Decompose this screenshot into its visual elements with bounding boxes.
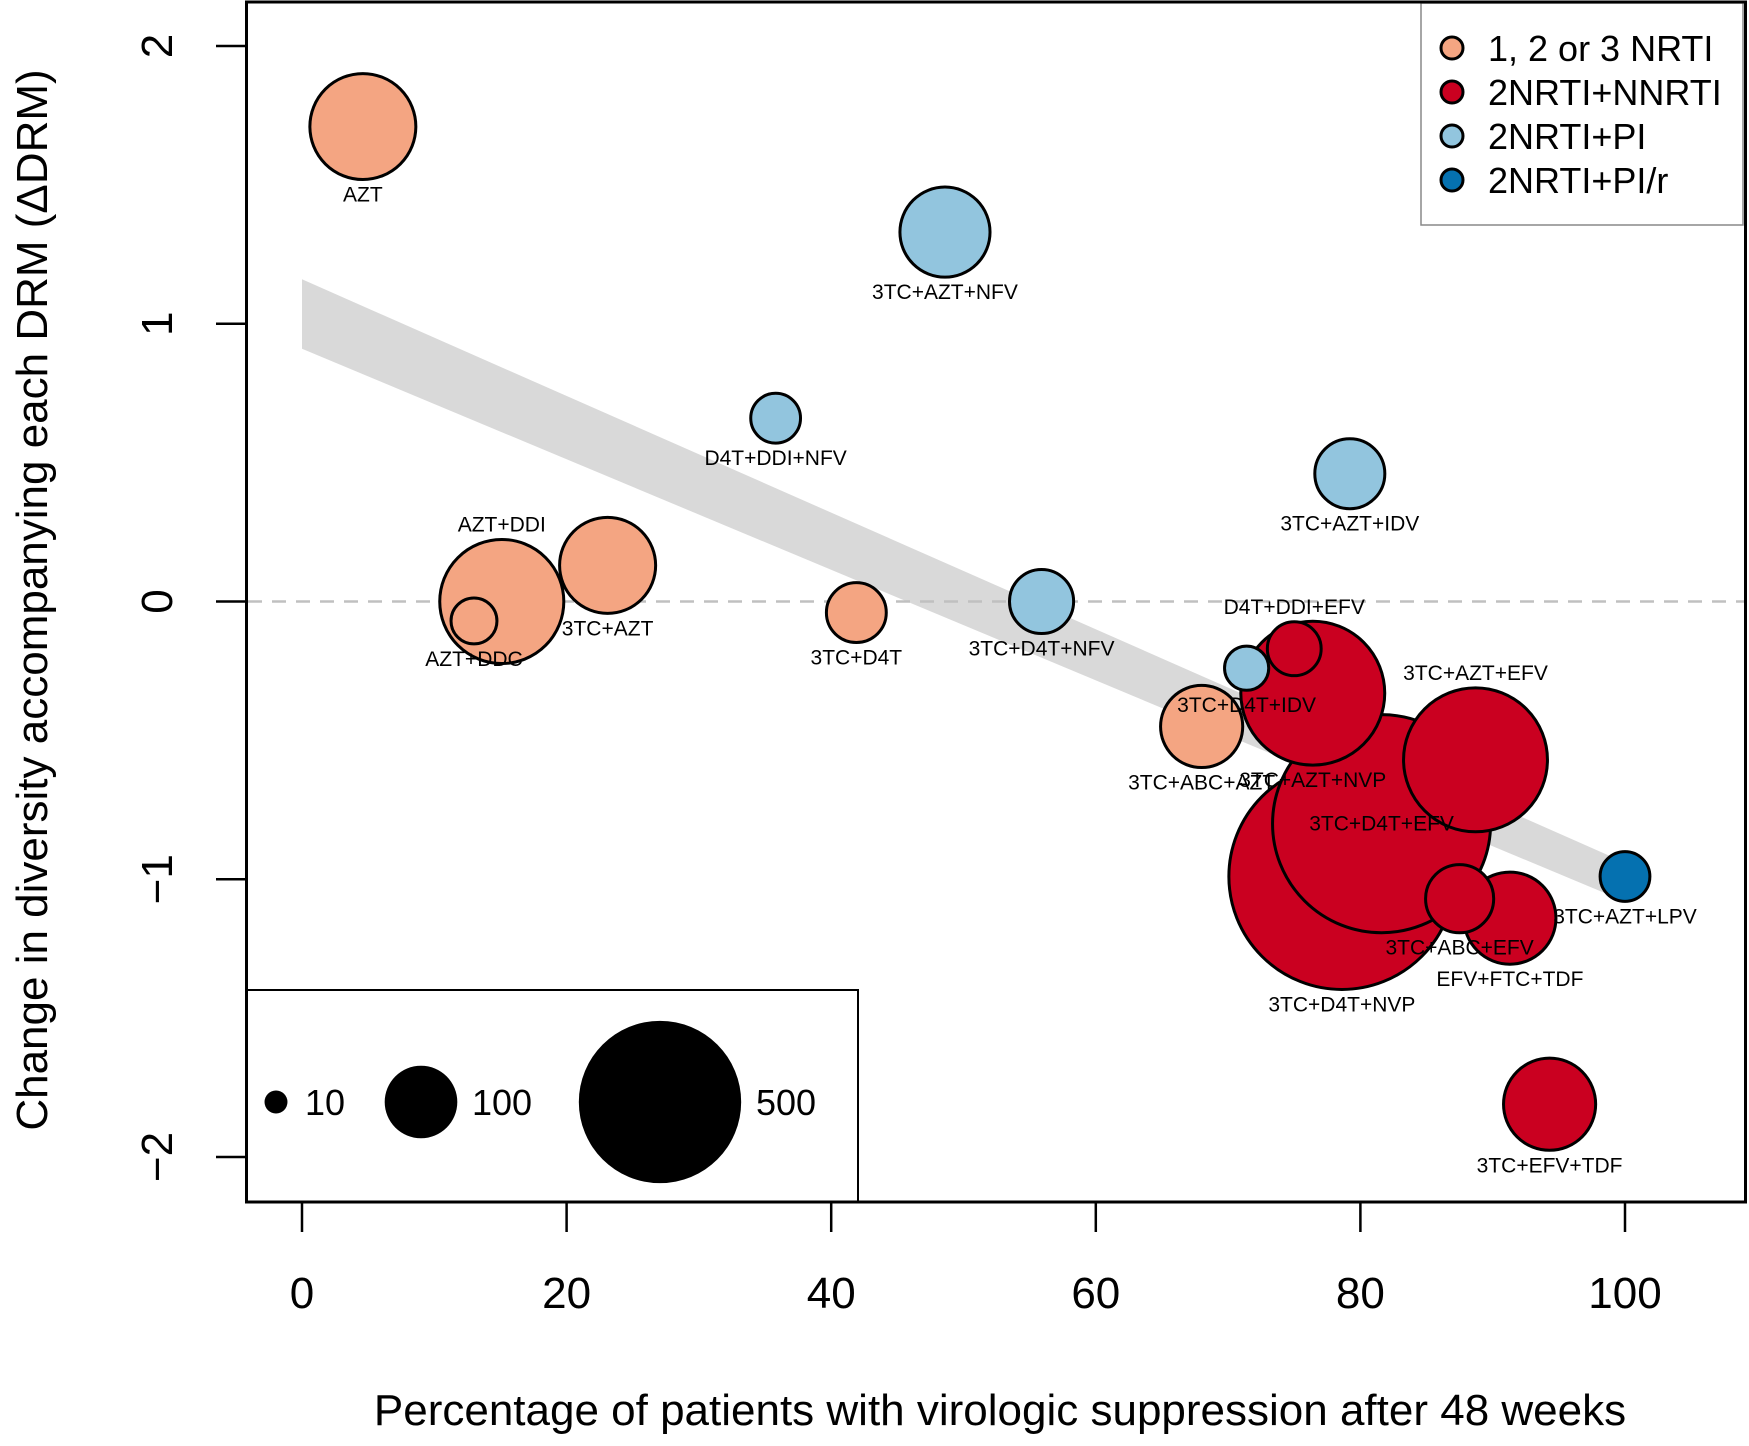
legend-swatch-2nrti-pi-r	[1439, 167, 1465, 193]
legend-label-2nrti-pi: 2NRTI+PI	[1488, 116, 1646, 157]
plot-frame	[245, 0, 1747, 1204]
point-label-d4t-ddi-efv: D4T+DDI+EFV	[1224, 596, 1365, 619]
point-label-d4t-ddi-nfv: D4T+DDI+NFV	[704, 447, 846, 470]
bubble-3tc-azt-efv	[1402, 686, 1549, 834]
size-legend-circle-100	[384, 1065, 458, 1139]
bubble-3tc-azt	[558, 515, 658, 615]
x-tick-label: 0	[290, 1269, 314, 1318]
y-tick-label: 2	[133, 34, 182, 58]
point-label-3tc-azt-lpv: 3TC+AZT+LPV	[1553, 905, 1697, 928]
x-tick-label: 100	[1588, 1269, 1661, 1318]
size-legend-label-500: 500	[756, 1082, 816, 1123]
point-label-3tc-abc-azt: 3TC+ABC+AZT	[1128, 772, 1275, 795]
legend-label-2nrti-pi-r: 2NRTI+PI/r	[1488, 160, 1668, 201]
point-label-azt-ddc: AZT+DDC	[425, 648, 522, 671]
group-legend: 1, 2 or 3 NRTI2NRTI+NNRTI2NRTI+PI2NRTI+P…	[1420, 2, 1744, 226]
point-label-3tc-d4t-efv: 3TC+D4T+EFV	[1309, 813, 1454, 836]
legend-label-1-2-or-3-nrti: 1, 2 or 3 NRTI	[1488, 28, 1713, 69]
bubble-3tc-azt-nfv	[898, 185, 992, 279]
point-label-3tc-azt-nvp: 3TC+AZT+NVP	[1239, 769, 1386, 792]
bubble-3tc-abc-azt	[1159, 683, 1245, 770]
y-tick-label: 1	[133, 312, 182, 336]
point-label-3tc-azt-idv: 3TC+AZT+IDV	[1280, 513, 1419, 536]
x-tick-label: 40	[807, 1269, 856, 1318]
point-label-3tc-azt-nfv: 3TC+AZT+NFV	[872, 281, 1018, 304]
bubble-3tc-d4t	[824, 581, 888, 645]
size-legend-label-10: 10	[305, 1082, 345, 1123]
y-tick-label: 0	[133, 589, 182, 613]
point-label-azt-ddi: AZT+DDI	[458, 513, 546, 536]
legend-swatch-2nrti-nnrti	[1439, 79, 1465, 105]
bubble-3tc-azt-idv	[1313, 437, 1387, 511]
point-label-3tc-d4t: 3TC+D4T	[811, 647, 903, 670]
legend-swatch-2nrti-pi	[1439, 123, 1465, 149]
axes-layer: 0 20 40 60 80 100 −2 −1 0 1 2	[133, 34, 1662, 1318]
size-legend-circle-10	[264, 1090, 288, 1114]
point-label-3tc-d4t-nfv: 3TC+D4T+NFV	[969, 638, 1115, 661]
x-tick-label: 60	[1071, 1269, 1120, 1318]
bubble-d4t-ddi-efv	[1265, 620, 1323, 678]
x-axis-title: Percentage of patients with virologic su…	[374, 1386, 1626, 1435]
legend-label-2nrti-nnrti: 2NRTI+NNRTI	[1488, 72, 1722, 113]
point-label-3tc-azt-efv: 3TC+AZT+EFV	[1403, 662, 1548, 685]
bubble-3tc-azt-lpv	[1598, 850, 1652, 903]
point-label-3tc-d4t-idv: 3TC+D4T+IDV	[1177, 694, 1316, 717]
size-legend: 10 100 500	[245, 989, 859, 1203]
bubble-3tc-abc-efv	[1424, 863, 1496, 935]
point-label-3tc-abc-efv: 3TC+ABC+EFV	[1386, 937, 1534, 960]
y-tick-label: −2	[133, 1132, 182, 1182]
bubble-azt	[308, 72, 418, 182]
x-tick-label: 80	[1336, 1269, 1385, 1318]
point-label-azt: AZT	[343, 184, 383, 207]
size-legend-box	[245, 989, 859, 1203]
y-tick-label: −1	[133, 854, 182, 904]
bubble-azt-ddi	[438, 537, 566, 666]
bubble-3tc-d4t-nfv	[1007, 567, 1076, 636]
size-legend-label-100: 100	[472, 1082, 532, 1123]
legend-swatch-1-2-or-3-nrti	[1439, 35, 1465, 61]
bubble-3tc-efv-tdf	[1502, 1056, 1598, 1152]
bubble-d4t-ddi-nfv	[749, 391, 803, 445]
points-layer	[308, 72, 1652, 1152]
bubble-3tc-d4t-idv	[1223, 644, 1271, 692]
point-labels-layer: AZT AZT+DDI 3TC+AZT AZT+DDC 3TC+D4T 3TC+ABC+A…	[343, 184, 1697, 1178]
point-label-efv-ftc-tdf: EFV+FTC+TDF	[1436, 968, 1583, 991]
bubble-azt-ddc	[449, 596, 499, 646]
point-label-3tc-efv-tdf: 3TC+EFV+TDF	[1477, 1154, 1623, 1177]
group-legend-box	[1420, 2, 1744, 226]
point-label-3tc-d4t-nvp: 3TC+D4T+NVP	[1268, 993, 1415, 1016]
point-label-3tc-azt: 3TC+AZT	[562, 617, 654, 640]
x-tick-label: 20	[542, 1269, 591, 1318]
y-axis-title: Change in diversity accompanying each DR…	[8, 69, 57, 1130]
size-legend-circle-500	[578, 1020, 742, 1184]
